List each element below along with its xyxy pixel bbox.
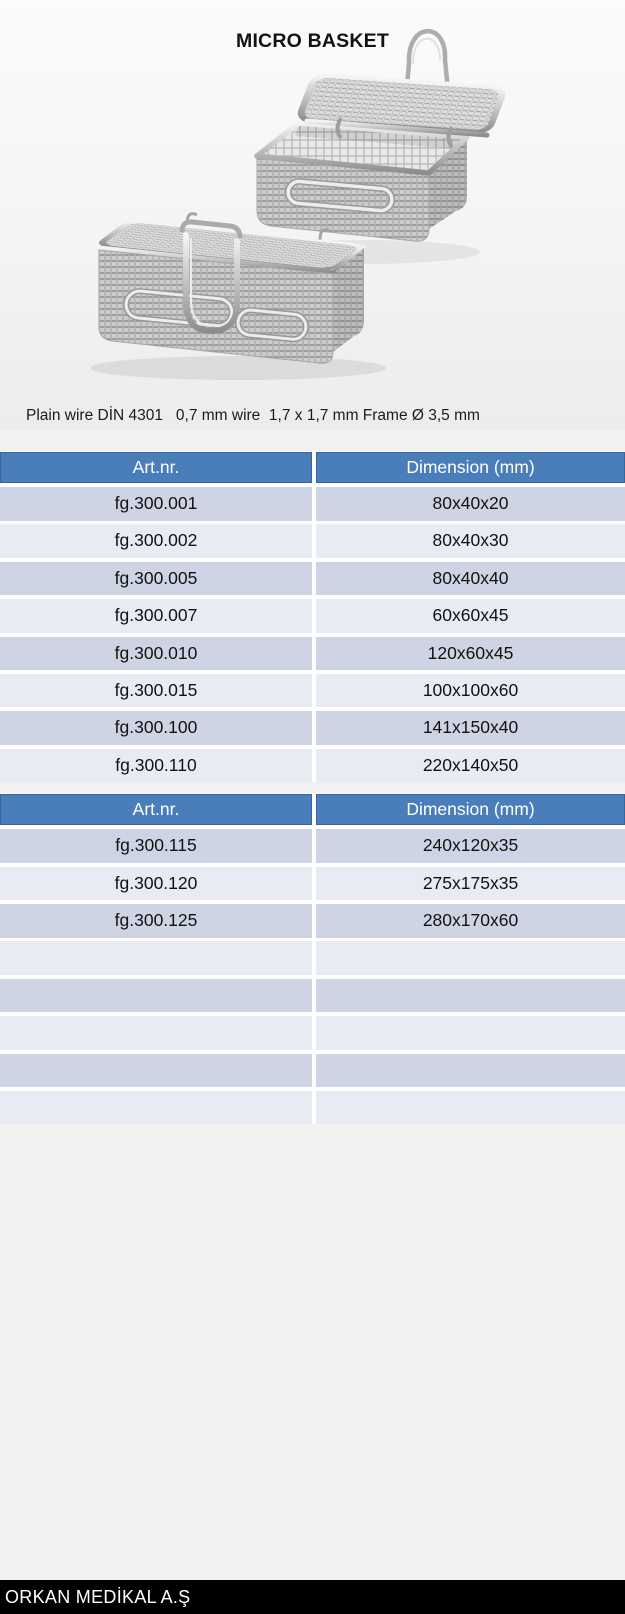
dimension-cell [316, 978, 625, 1013]
footer-bar: ORKAN MEDİKAL A.Ş [0, 1580, 625, 1614]
table-row-empty [0, 978, 625, 1013]
table-row-empty [0, 1090, 625, 1125]
basket-closed-illustration [90, 212, 386, 380]
art-nr-cell: fg.300.007 [0, 599, 312, 633]
dimension-cell [316, 1090, 625, 1125]
table-header-row: Art.nr. Dimension (mm) [0, 452, 625, 483]
art-nr-cell: fg.300.110 [0, 748, 312, 783]
art-nr-cell: fg.300.001 [0, 487, 312, 521]
spec-caption: Plain wire DİN 4301 0,7 mm wire 1,7 x 1,… [26, 407, 480, 424]
art-nr-cell: fg.300.015 [0, 673, 312, 708]
art-nr-cell: fg.300.100 [0, 711, 312, 745]
page-title: MICRO BASKET [236, 30, 389, 52]
dimension-cell: 220x140x50 [316, 748, 625, 783]
dimension-cell: 141x150x40 [316, 711, 625, 745]
dimension-header: Dimension (mm) [316, 452, 625, 483]
table-row: fg.300.015 100x100x60 [0, 673, 625, 708]
art-nr-cell [0, 978, 312, 1013]
art-nr-cell [0, 1053, 312, 1088]
table-row: fg.300.002 80x40x30 [0, 524, 625, 558]
basket-open-illustration [244, 28, 506, 264]
product-photo [90, 28, 506, 380]
tables: Art.nr. Dimension (mm) fg.300.001 80x40x20 f… [0, 451, 625, 1128]
art-nr-cell [0, 1090, 312, 1125]
spec-table: Art.nr. Dimension (mm) fg.300.115 240x120x3… [0, 793, 625, 1125]
dimension-cell [316, 1053, 625, 1088]
dimension-cell: 100x100x60 [316, 673, 625, 708]
dimension-cell: 275x175x35 [316, 866, 625, 901]
dimension-cell [316, 941, 625, 975]
spec-table: Art.nr. Dimension (mm) fg.300.001 80x40x20 f… [0, 451, 625, 783]
art-nr-cell: fg.300.125 [0, 904, 312, 938]
art-nr-cell: fg.300.010 [0, 636, 312, 671]
dimension-cell: 240x120x35 [316, 829, 625, 863]
art-nr-header: Art.nr. [0, 794, 312, 826]
table-row: fg.300.005 80x40x40 [0, 561, 625, 596]
art-nr-cell: fg.300.120 [0, 866, 312, 901]
table-row-empty [0, 941, 625, 975]
art-nr-cell: fg.300.002 [0, 524, 312, 558]
table-row: fg.300.125 280x170x60 [0, 904, 625, 938]
table-row: fg.300.110 220x140x50 [0, 748, 625, 783]
table-row-empty [0, 1016, 625, 1050]
table-row: fg.300.115 240x120x35 [0, 829, 625, 863]
art-nr-cell [0, 1016, 312, 1050]
dimension-cell: 280x170x60 [316, 904, 625, 938]
table-row: fg.300.010 120x60x45 [0, 636, 625, 671]
dimension-cell [316, 1016, 625, 1050]
art-nr-cell: fg.300.115 [0, 829, 312, 863]
table-row: fg.300.001 80x40x20 [0, 487, 625, 521]
table-row: fg.300.120 275x175x35 [0, 866, 625, 901]
art-nr-cell [0, 941, 312, 975]
dimension-cell: 80x40x20 [316, 487, 625, 521]
product-photo-area: MICRO BASKET [0, 0, 625, 430]
dimension-cell: 60x60x45 [316, 599, 625, 633]
table-header-row: Art.nr. Dimension (mm) [0, 794, 625, 826]
dimension-cell: 120x60x45 [316, 636, 625, 671]
dimension-header: Dimension (mm) [316, 794, 625, 826]
table-row: fg.300.100 141x150x40 [0, 711, 625, 745]
table-row: fg.300.007 60x60x45 [0, 599, 625, 633]
company-name: ORKAN MEDİKAL A.Ş [5, 1587, 191, 1607]
dimension-cell: 80x40x40 [316, 561, 625, 596]
art-nr-header: Art.nr. [0, 452, 312, 483]
art-nr-cell: fg.300.005 [0, 561, 312, 596]
table-row-empty [0, 1053, 625, 1088]
dimension-cell: 80x40x30 [316, 524, 625, 558]
